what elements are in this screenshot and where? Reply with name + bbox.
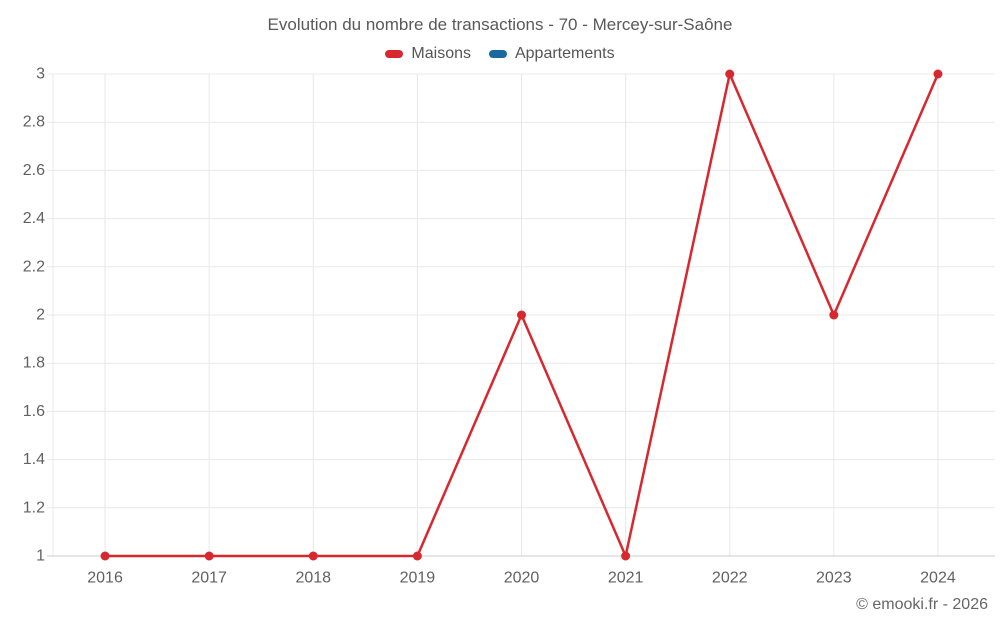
legend-item-label: Maisons [411, 45, 471, 62]
y-tick-label: 2.4 [23, 210, 45, 227]
legend-swatch-icon [488, 50, 507, 58]
x-tick-label: 2019 [400, 570, 436, 587]
footer-credit: © emooki.fr - 2026 [856, 596, 988, 613]
x-tick-label: 2018 [295, 570, 331, 587]
x-tick-label: 2021 [608, 570, 644, 587]
y-tick-label: 1 [36, 548, 45, 565]
y-tick-label: 3 [36, 66, 45, 83]
legend-item-label: Appartements [514, 45, 615, 62]
y-tick-label: 2 [36, 307, 45, 324]
y-tick-label: 1.8 [23, 355, 45, 372]
data-point-maisons-2019[interactable] [412, 551, 422, 561]
legend-item-maisons[interactable]: Maisons [385, 45, 471, 63]
x-tick-label: 2020 [504, 570, 540, 587]
y-tick-label: 1.4 [23, 451, 45, 468]
data-point-maisons-2022[interactable] [725, 69, 735, 79]
data-point-maisons-2017[interactable] [204, 551, 214, 561]
chart-title: Evolution du nombre de transactions - 70… [267, 15, 733, 34]
data-point-maisons-2018[interactable] [308, 551, 318, 561]
data-point-maisons-2023[interactable] [829, 310, 839, 320]
data-point-maisons-2016[interactable] [100, 551, 110, 561]
x-tick-label: 2017 [191, 570, 227, 587]
y-tick-label: 2.2 [23, 258, 45, 275]
data-point-maisons-2021[interactable] [621, 551, 631, 561]
x-tick-label: 2023 [816, 570, 852, 587]
y-tick-label: 1.6 [23, 403, 45, 420]
legend-swatch-icon [385, 50, 404, 58]
x-tick-label: 2022 [712, 570, 748, 587]
y-tick-label: 2.8 [23, 114, 45, 131]
y-tick-label: 1.2 [23, 499, 45, 516]
y-tick-label: 2.6 [23, 162, 45, 179]
data-point-maisons-2020[interactable] [517, 310, 526, 320]
data-point-maisons-2024[interactable] [933, 69, 943, 79]
chart-legend: Maisons Appartements [0, 45, 1000, 63]
x-tick-label: 2016 [87, 570, 123, 587]
legend-item-appartements[interactable]: Appartements [488, 45, 615, 63]
x-tick-label: 2024 [920, 570, 956, 587]
